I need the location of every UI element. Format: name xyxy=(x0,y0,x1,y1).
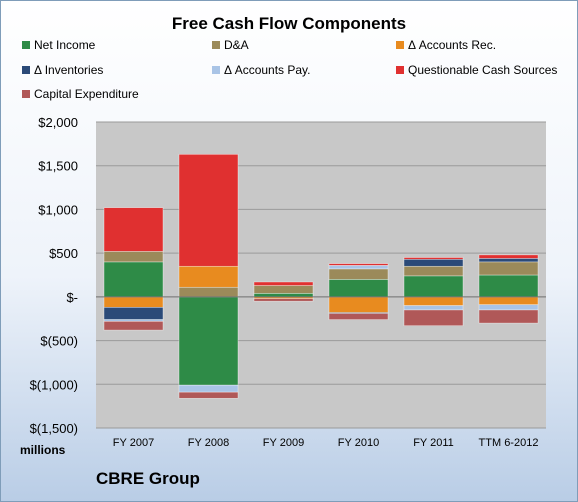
legend-label: Capital Expenditure xyxy=(34,87,139,101)
legend-label: Δ Accounts Pay. xyxy=(224,63,311,77)
y-tick-label: $(1,500) xyxy=(30,421,78,436)
legend-item: Capital Expenditure xyxy=(22,87,139,101)
legend-item: Questionable Cash Sources xyxy=(396,63,557,77)
legend-item: Δ Inventories xyxy=(22,63,103,77)
company-name: CBRE Group xyxy=(96,469,200,488)
y-tick-label: $1,000 xyxy=(38,202,78,217)
legend-item: Δ Accounts Rec. xyxy=(396,38,496,52)
legend-swatch xyxy=(22,65,30,74)
legend-item: Net Income xyxy=(22,38,95,52)
bar-segment xyxy=(103,307,164,320)
legend-swatch xyxy=(212,65,220,74)
legend-label: Δ Accounts Rec. xyxy=(408,38,497,52)
bar-segment xyxy=(178,384,239,393)
y-tick-label: $1,500 xyxy=(38,159,78,174)
legend-label: Net Income xyxy=(34,38,96,52)
legend-swatch xyxy=(22,89,30,98)
bar-segment xyxy=(328,268,389,280)
legend-swatch xyxy=(396,40,404,49)
x-tick-label: FY 2010 xyxy=(338,437,379,449)
y-tick-label: $(1,000) xyxy=(30,377,78,392)
legend-item: Δ Accounts Pay. xyxy=(212,63,311,77)
y-tick-label: $- xyxy=(66,290,78,305)
bar-segment xyxy=(478,254,539,259)
units-label: millions xyxy=(20,443,66,457)
bar-segment xyxy=(103,321,164,331)
bar-segment xyxy=(253,285,314,294)
bar-segment xyxy=(403,296,464,306)
bar-segment xyxy=(253,298,314,302)
y-tick-label: $(500) xyxy=(40,334,78,349)
bar-segment xyxy=(403,258,464,267)
x-tick-label: TTM 6-2012 xyxy=(479,437,539,449)
legend-swatch xyxy=(396,65,404,74)
bar-segment xyxy=(478,274,539,298)
y-tick-label: $2,000 xyxy=(38,115,78,130)
bar-segment xyxy=(478,258,539,263)
legend-item: D&A xyxy=(212,38,249,52)
bar-segment xyxy=(403,257,464,260)
plot-area xyxy=(96,122,546,428)
x-tick-label: FY 2007 xyxy=(113,437,154,449)
legend-label: Questionable Cash Sources xyxy=(408,63,558,77)
bar-segment xyxy=(403,305,464,311)
bar-segment xyxy=(103,207,164,252)
chart-title: Free Cash Flow Components xyxy=(171,14,407,33)
legend-label: D&A xyxy=(224,38,249,52)
bar-segment xyxy=(103,261,164,298)
bar-segment xyxy=(478,304,539,311)
bar-segment xyxy=(178,265,239,288)
bar-segment xyxy=(178,154,239,267)
legend-label: Δ Inventories xyxy=(34,63,104,77)
bar-segment xyxy=(178,296,239,386)
bar-segment xyxy=(253,281,314,286)
bar-segment xyxy=(178,391,239,399)
bar-segment xyxy=(328,313,389,320)
bar-segment xyxy=(103,251,164,263)
bar-segment xyxy=(103,296,164,308)
x-tick-label: FY 2008 xyxy=(188,437,229,449)
bar-segment xyxy=(328,279,389,298)
bar-segment xyxy=(478,296,539,306)
x-tick-label: FY 2009 xyxy=(263,437,304,449)
bar-segment xyxy=(478,261,539,276)
bar-segment xyxy=(178,286,239,298)
bar-segment xyxy=(403,309,464,327)
legend-swatch xyxy=(212,40,220,49)
bar-segment xyxy=(403,275,464,298)
x-tick-label: FY 2011 xyxy=(413,437,454,449)
bar-segment xyxy=(403,265,464,277)
bar-segment xyxy=(328,296,389,313)
legend-swatch xyxy=(22,40,30,49)
bar-segment xyxy=(253,293,314,298)
bar-segment xyxy=(328,265,389,270)
bar-segment xyxy=(478,309,539,324)
bar-segment xyxy=(328,263,389,266)
y-tick-label: $500 xyxy=(49,246,78,261)
